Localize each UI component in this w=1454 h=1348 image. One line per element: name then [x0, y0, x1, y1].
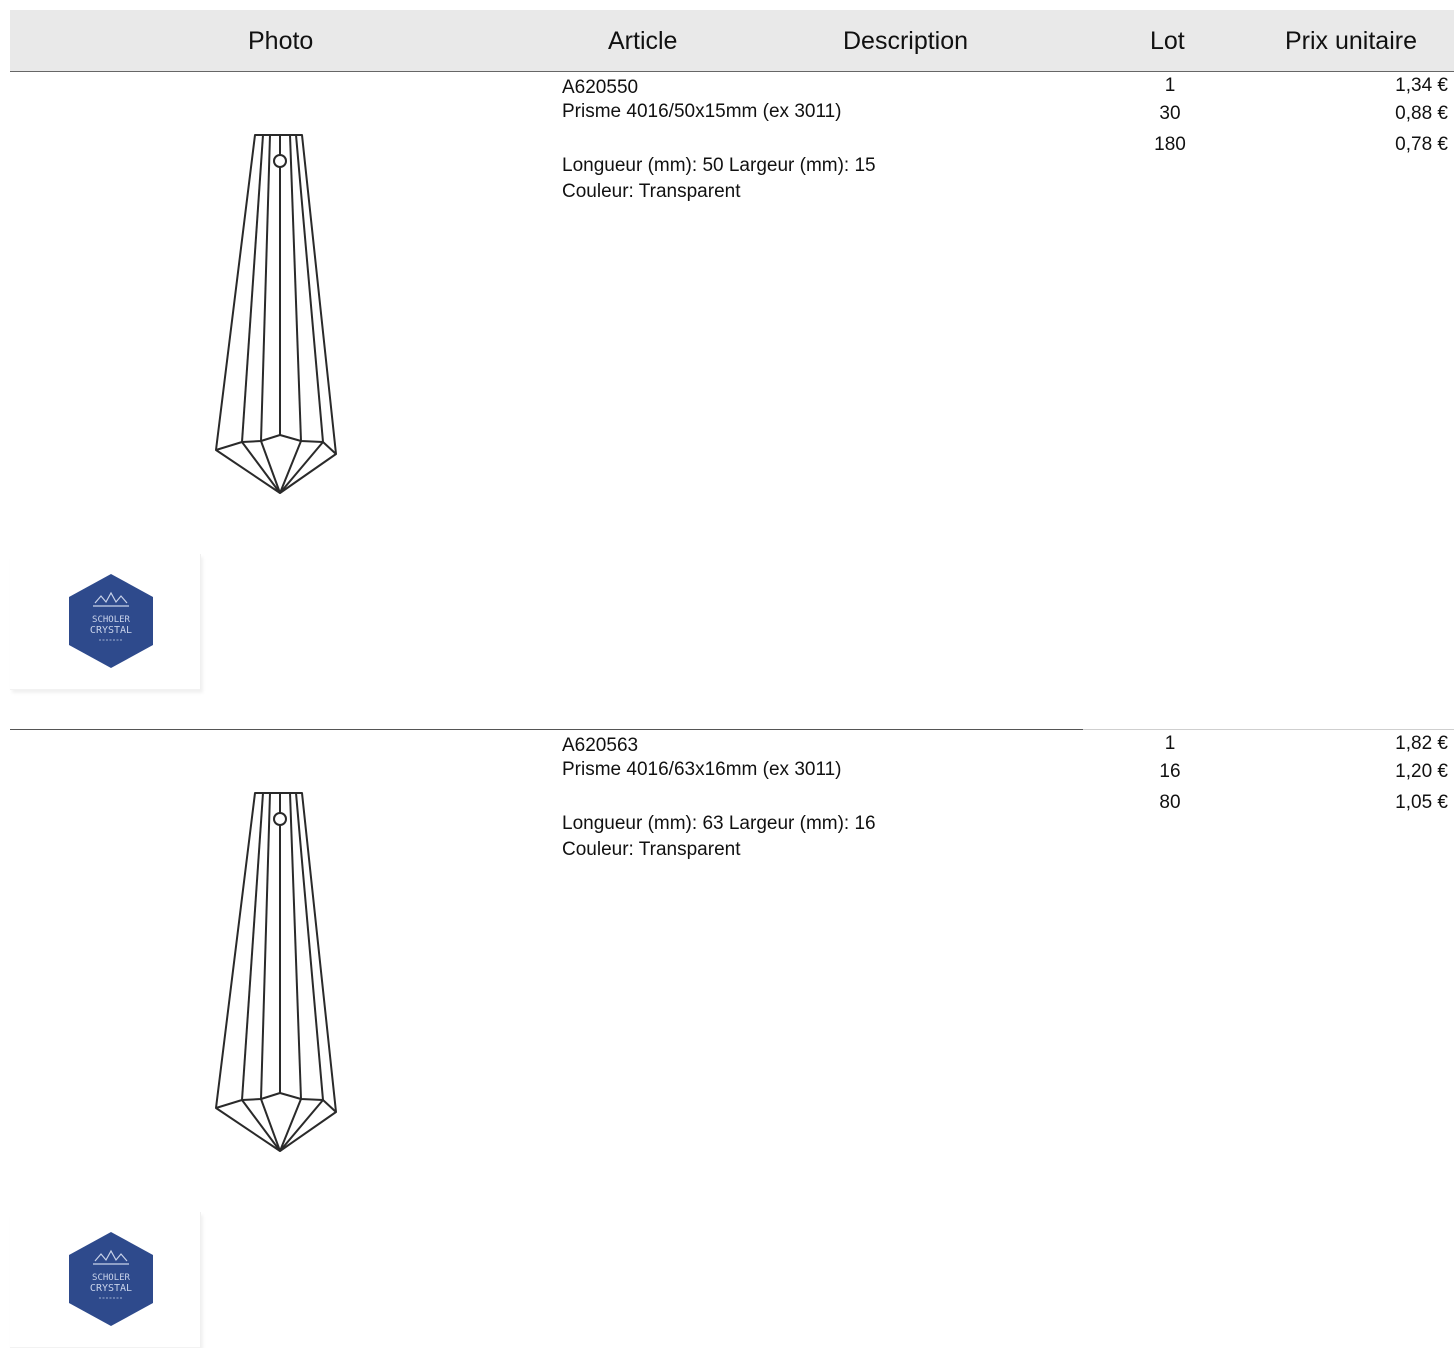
product-row: A620563 Prisme 4016/63x16mm (ex 3011) Lo… — [0, 730, 1454, 1348]
article-code: A620563 — [562, 735, 639, 756]
logo-text-line2: CRYSTAL — [90, 1283, 132, 1294]
lot-value: 1 — [1164, 75, 1176, 96]
header-photo: Photo — [248, 27, 314, 55]
row-divider — [10, 729, 1083, 730]
article-color: Couleur: Transparent — [562, 181, 741, 202]
header-lot: Lot — [1150, 27, 1185, 55]
article-color: Couleur: Transparent — [562, 839, 741, 860]
unit-price: 1,34 € — [1395, 75, 1448, 96]
logo-text-line2: CRYSTAL — [90, 625, 132, 636]
unit-price: 0,78 € — [1395, 134, 1448, 155]
header-article: Article — [608, 27, 678, 55]
lot-value: 16 — [1159, 761, 1181, 782]
article-dimensions: Longueur (mm): 50 Largeur (mm): 15 — [562, 155, 876, 176]
article-name: Prisme 4016/63x16mm (ex 3011) — [562, 759, 842, 780]
lot-value: 1 — [1164, 733, 1176, 754]
header-description: Description — [843, 27, 969, 55]
unit-price: 1,82 € — [1395, 733, 1448, 754]
unit-price: 1,05 € — [1395, 792, 1448, 813]
brand-logo-box: SCHOLER CRYSTAL — [10, 554, 201, 690]
unit-price: 0,88 € — [1395, 103, 1448, 124]
scholer-crystal-logo: SCHOLER CRYSTAL — [69, 1232, 153, 1326]
row-divider — [1083, 729, 1256, 730]
logo-text-line1: SCHOLER — [92, 615, 131, 625]
article-name: Prisme 4016/50x15mm (ex 3011) — [562, 101, 842, 122]
logo-text-line1: SCHOLER — [92, 1273, 131, 1283]
product-row: A620550 Prisme 4016/50x15mm (ex 3011) Lo… — [0, 72, 1454, 722]
header-prix-unitaire: Prix unitaire — [1285, 27, 1417, 55]
lot-value: 80 — [1159, 792, 1181, 813]
scholer-crystal-logo: SCHOLER CRYSTAL — [69, 574, 153, 668]
row-divider — [1256, 729, 1454, 730]
prism-image — [215, 792, 337, 1152]
lot-value: 30 — [1159, 103, 1181, 124]
article-dimensions: Longueur (mm): 63 Largeur (mm): 16 — [562, 813, 876, 834]
lot-value: 180 — [1154, 134, 1186, 155]
unit-price: 1,20 € — [1395, 761, 1448, 782]
table-header: Photo Article Description Lot Prix unita… — [10, 10, 1454, 72]
prism-image — [215, 134, 337, 494]
article-code: A620550 — [562, 77, 639, 98]
brand-logo-box: SCHOLER CRYSTAL — [10, 1212, 201, 1348]
